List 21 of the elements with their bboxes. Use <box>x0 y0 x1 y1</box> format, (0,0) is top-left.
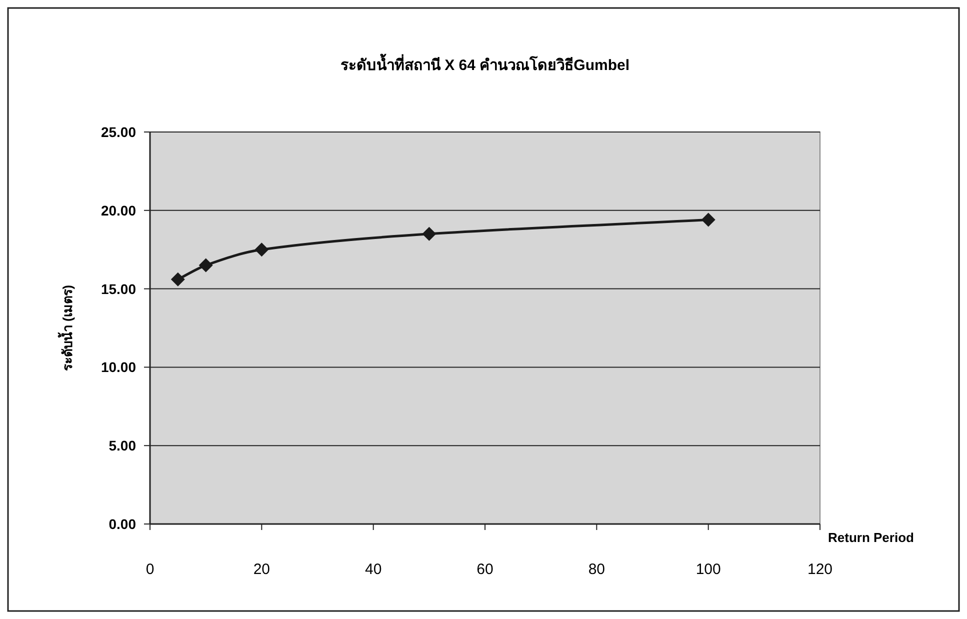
x-tick-label: 100 <box>696 561 721 578</box>
x-tick-label: 120 <box>807 561 833 578</box>
x-tick-label: 80 <box>588 561 606 578</box>
point <box>254 242 269 257</box>
point <box>170 272 185 286</box>
y-tick-label: 10.00 <box>100 359 136 376</box>
y-tick-label: 20.00 <box>100 202 136 218</box>
y-axis-title: ระดับน้ำ (เมตร) <box>57 284 75 372</box>
y-tick-label: 5.00 <box>108 438 136 454</box>
point <box>422 226 436 241</box>
point <box>198 258 213 272</box>
x-tick-label: 0 <box>146 561 154 578</box>
y-tick-label: 15.00 <box>100 280 136 297</box>
chart-title: ระดับน้ำที่สถานี X 64 คำนวณโดยวิธีGumbel <box>340 53 630 74</box>
x-tick-label: 40 <box>364 561 382 578</box>
x-tick-label: 20 <box>253 561 270 578</box>
x-tick-label: 60 <box>476 561 494 578</box>
x-axis-title: Return Period <box>828 530 914 545</box>
point <box>701 212 716 227</box>
y-tick-label: 25.00 <box>100 124 136 140</box>
y-tick-label: 0.00 <box>108 516 136 532</box>
